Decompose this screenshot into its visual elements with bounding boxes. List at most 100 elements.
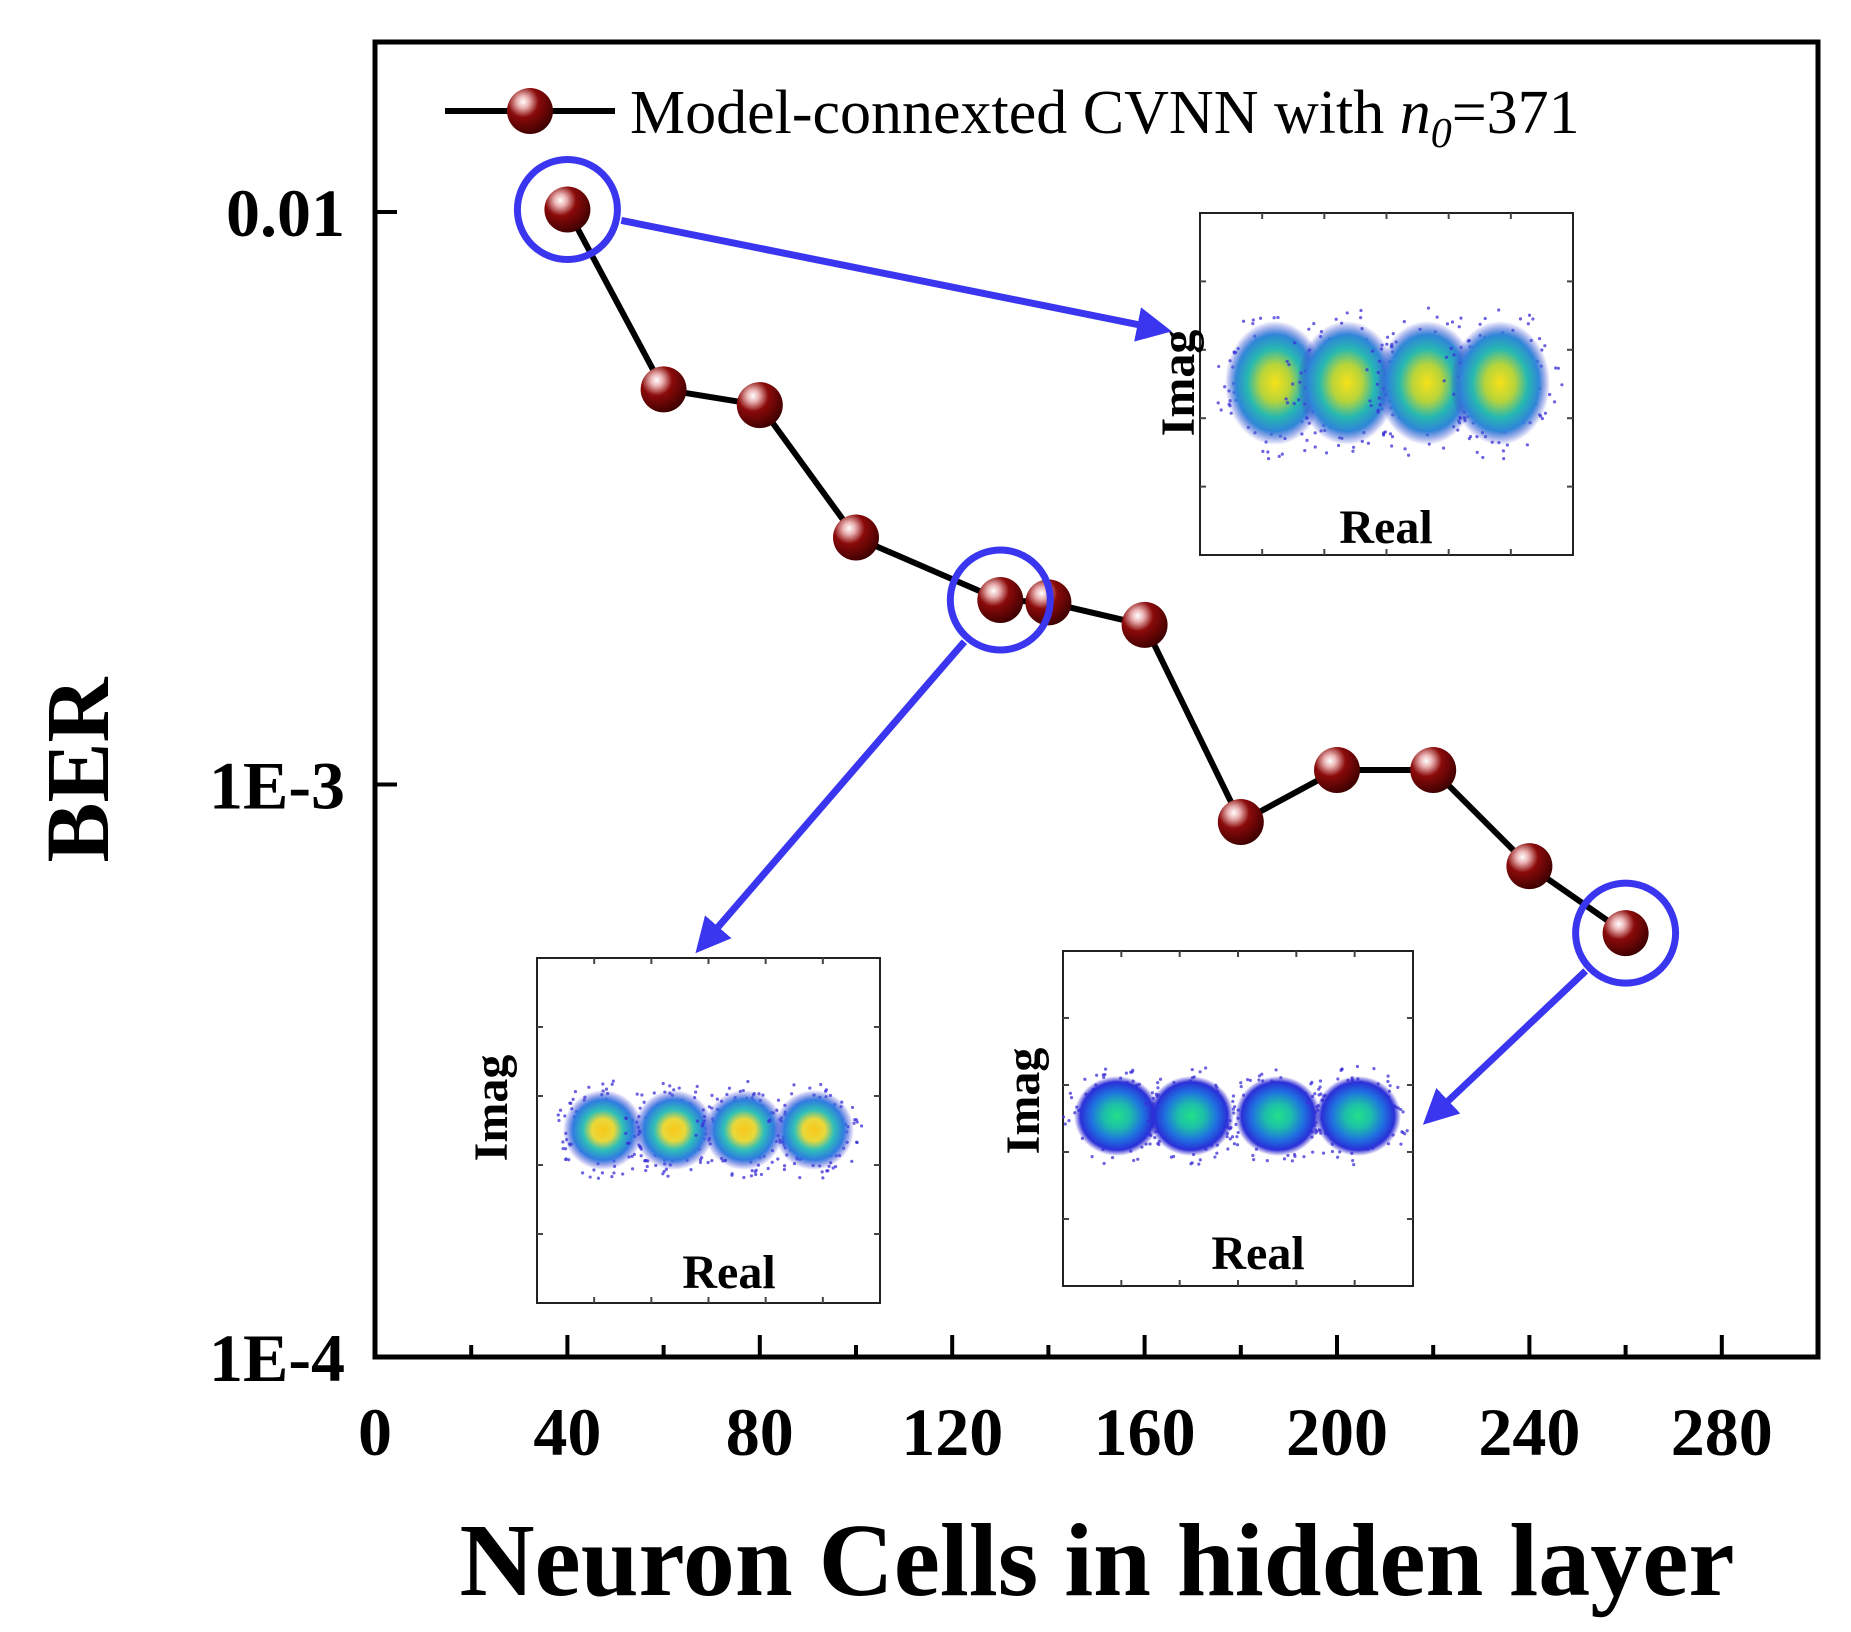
scatter-dot xyxy=(1291,382,1295,386)
scatter-dot xyxy=(661,1081,665,1086)
scatter-dot xyxy=(1276,315,1280,320)
scatter-dot xyxy=(604,1087,609,1091)
scatter-dot xyxy=(1285,401,1290,405)
scatter-dot xyxy=(1334,317,1338,321)
scatter-dot xyxy=(1554,366,1558,370)
scatter-dot xyxy=(625,1141,630,1145)
scatter-dot xyxy=(1313,445,1317,449)
scatter-dot xyxy=(702,1115,707,1119)
scatter-dot xyxy=(624,1131,628,1135)
scatter-dot xyxy=(689,1168,693,1172)
scatter-dot xyxy=(1129,1070,1133,1074)
data-point xyxy=(833,514,879,561)
scatter-dot xyxy=(1399,1142,1403,1146)
scatter-dot xyxy=(1235,1135,1239,1139)
scatter-dot xyxy=(1068,1091,1072,1095)
highlight-circle xyxy=(1572,879,1680,987)
scatter-dot xyxy=(1560,383,1564,387)
scatter-dot xyxy=(568,1101,572,1105)
y-tick-label: 1E-4 xyxy=(209,1320,345,1396)
x-tick-label: 120 xyxy=(901,1394,1003,1470)
scatter-dot xyxy=(1230,1135,1235,1139)
constellation-cluster xyxy=(1235,1076,1321,1156)
scatter-dot xyxy=(798,1176,802,1180)
scatter-dot xyxy=(1303,448,1307,453)
scatter-dot xyxy=(1204,1066,1208,1070)
y-axis-title: BER xyxy=(29,676,128,862)
scatter-dot xyxy=(1351,1158,1355,1163)
scatter-dot xyxy=(819,1082,823,1087)
inset-y-label: Imag xyxy=(465,1055,518,1162)
scatter-dot xyxy=(1457,325,1461,329)
scatter-dot xyxy=(1232,1142,1237,1146)
data-point xyxy=(1314,747,1360,794)
scatter-dot xyxy=(826,1169,830,1173)
scatter-dot xyxy=(610,1175,614,1179)
scatter-dot xyxy=(1063,1122,1067,1126)
scatter-dot xyxy=(561,1146,565,1151)
scatter-dot xyxy=(1386,1074,1390,1078)
scatter-dot xyxy=(1284,397,1288,401)
scatter-dot xyxy=(727,1086,732,1090)
scatter-dot xyxy=(754,1172,758,1177)
scatter-dot xyxy=(561,1140,565,1144)
scatter-dot xyxy=(601,1082,605,1086)
scatter-dot xyxy=(1287,362,1291,367)
scatter-dot xyxy=(1445,322,1450,326)
scatter-dot xyxy=(1251,318,1255,322)
scatter-dot xyxy=(855,1120,859,1124)
scatter-dot xyxy=(1272,316,1276,320)
scatter-dot xyxy=(1280,452,1284,456)
inset-bottom-left: Real Imag xyxy=(465,957,881,1304)
scatter-dot xyxy=(775,1108,779,1112)
scatter-dot xyxy=(1110,1155,1115,1160)
data-point xyxy=(640,366,687,413)
scatter-dot xyxy=(1144,1102,1148,1106)
scatter-dot xyxy=(1388,1084,1392,1088)
scatter-dot xyxy=(1352,1162,1356,1167)
scatter-dot xyxy=(573,1090,578,1094)
scatter-dot xyxy=(1478,322,1482,326)
scatter-dot xyxy=(1090,1155,1094,1159)
y-tick-label: 1E-3 xyxy=(209,748,345,824)
scatter-dot xyxy=(1219,408,1223,412)
scatter-dot xyxy=(1403,1132,1407,1136)
scatter-dot xyxy=(1290,1159,1294,1163)
scatter-dot xyxy=(1442,379,1446,383)
scatter-dot xyxy=(821,1176,825,1180)
inset-top-right: Real Imag xyxy=(1152,212,1574,556)
scatter-dot xyxy=(730,1172,734,1176)
scatter-dot xyxy=(677,1086,681,1090)
scatter-dot xyxy=(635,1092,639,1096)
scatter-dot xyxy=(1217,364,1221,369)
data-point xyxy=(544,186,591,233)
scatter-dot xyxy=(1449,346,1453,350)
x-tick-label: 200 xyxy=(1286,1394,1388,1470)
scatter-dot xyxy=(776,1157,780,1161)
scatter-dot xyxy=(640,1093,644,1097)
scatter-dot xyxy=(571,1097,575,1101)
scatter-dot xyxy=(1369,403,1373,408)
scatter-dot xyxy=(776,1098,781,1102)
scatter-dot xyxy=(1336,443,1341,448)
scatter-dot xyxy=(1198,1158,1202,1162)
scatter-dot xyxy=(1302,1155,1306,1159)
scatter-dot xyxy=(1543,344,1547,348)
scatter-dot xyxy=(1390,444,1394,448)
scatter-dot xyxy=(1525,443,1529,447)
scatter-dot xyxy=(1391,331,1395,336)
scatter-dot xyxy=(1157,1142,1161,1147)
scatter-dot xyxy=(749,1174,754,1178)
scatter-dot xyxy=(1061,1115,1066,1119)
x-tick-label: 280 xyxy=(1671,1394,1773,1470)
scatter-dot xyxy=(1552,400,1557,404)
x-tick-label: 160 xyxy=(1094,1394,1196,1470)
scatter-dot xyxy=(754,1168,758,1172)
scatter-dot xyxy=(1336,1077,1340,1081)
scatter-dot xyxy=(611,1079,615,1083)
scatter-dot xyxy=(556,1113,560,1117)
data-point xyxy=(1506,843,1553,890)
pointer-arrow xyxy=(695,639,968,954)
scatter-dot xyxy=(624,1116,628,1120)
scatter-dot xyxy=(1069,1096,1074,1100)
